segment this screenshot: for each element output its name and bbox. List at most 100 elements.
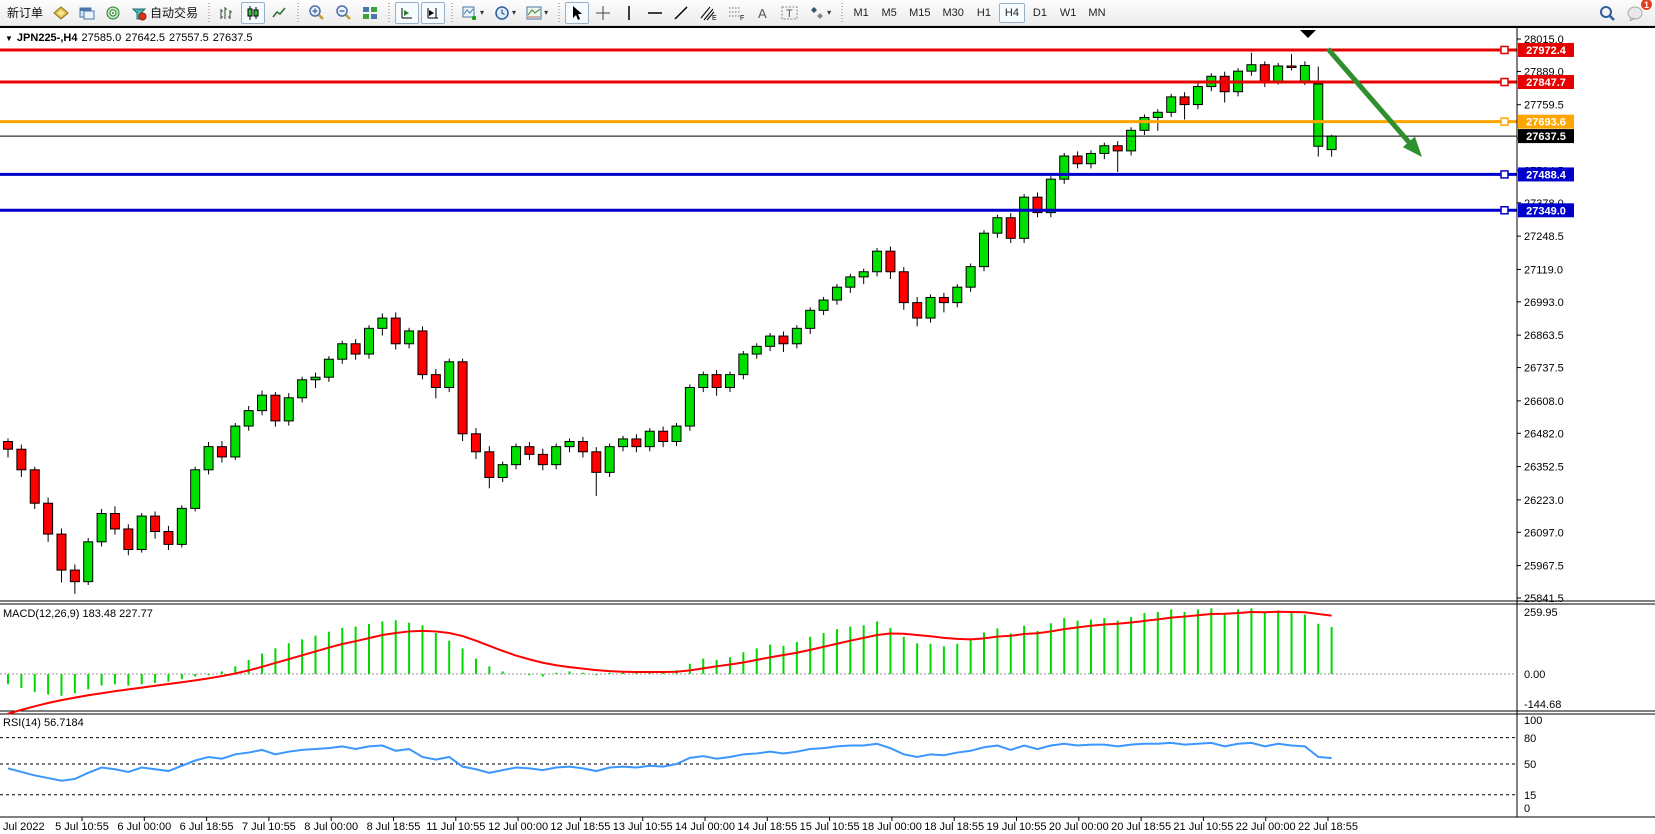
linechart-icon <box>272 7 286 17</box>
vline-icon <box>628 5 630 20</box>
candle <box>671 425 682 443</box>
macd-axis-label: -144.68 <box>1524 699 1561 711</box>
market-watch-button[interactable] <box>101 2 125 24</box>
chevron-down-icon: ▾ <box>512 8 517 17</box>
candle <box>1005 217 1016 239</box>
candle <box>136 515 147 551</box>
price-tick-label: 26482.0 <box>1524 428 1564 440</box>
price-tick-label: 26097.0 <box>1524 527 1564 539</box>
chat-button[interactable]: 1 <box>1622 0 1653 24</box>
rsi-indicator-label: RSI(14) 56.7184 <box>3 717 84 729</box>
toolbar-separator <box>839 2 845 23</box>
chevron-down-icon: ▾ <box>827 8 832 17</box>
line-handle[interactable] <box>1500 117 1509 126</box>
hline-button[interactable] <box>643 2 667 24</box>
line-handle[interactable] <box>1500 77 1509 87</box>
timeframe-group: M1 M5 M15 M30 H1 H4 D1 W1 MN <box>847 0 1111 26</box>
price-badge <box>1518 42 1574 57</box>
charts-window-button[interactable] <box>75 2 99 24</box>
fibonacci-button[interactable]: F <box>723 2 749 24</box>
chart-menu-arrow[interactable]: ▼ <box>5 33 13 43</box>
price-tick-label: 27248.5 <box>1524 231 1564 243</box>
timeframe-button-m15[interactable]: M15 <box>909 6 931 19</box>
tile-windows-button[interactable] <box>358 2 382 24</box>
timeframe-button-w1[interactable]: W1 <box>1059 6 1077 19</box>
trend-arrow-annotation[interactable] <box>1326 47 1416 150</box>
zoom-in-button[interactable] <box>304 2 329 24</box>
candle <box>898 271 909 304</box>
candle <box>203 446 214 471</box>
candle <box>658 430 669 443</box>
candle <box>631 438 642 448</box>
timeframe-button-h4[interactable]: H4 <box>998 2 1025 23</box>
search-button[interactable] <box>1594 2 1620 24</box>
candle <box>1152 111 1163 118</box>
linechart-button[interactable] <box>267 2 291 24</box>
profiles-icon[interactable] <box>49 2 73 24</box>
candle <box>56 533 67 571</box>
candle <box>551 446 562 466</box>
candle <box>363 327 374 355</box>
price-badge <box>1518 167 1574 182</box>
candle <box>831 286 842 301</box>
timeframe-button-m30[interactable]: M30 <box>942 6 964 19</box>
periods-button[interactable]: ▾ <box>490 2 520 24</box>
crosshair-icon <box>596 5 611 20</box>
candlestick-button[interactable] <box>241 1 266 24</box>
candle <box>992 217 1003 234</box>
candle <box>965 266 976 288</box>
candle <box>69 569 80 583</box>
time-axis-label: Jul 2022 <box>3 821 45 833</box>
crosshair-button[interactable] <box>591 2 615 24</box>
line-handle[interactable] <box>1500 170 1509 179</box>
trendline-button[interactable] <box>669 2 693 24</box>
text-button[interactable]: A <box>751 2 775 24</box>
time-axis-label: 13 Jul 10:55 <box>613 821 673 833</box>
chart-canvas[interactable]: 28015.027889.027759.527630.027504.527378… <box>0 28 1655 834</box>
candle <box>323 358 334 378</box>
channel-button[interactable]: E <box>695 2 721 24</box>
candle <box>430 374 441 388</box>
shapes-button[interactable]: ▾ <box>805 2 835 24</box>
auto-scroll-button[interactable] <box>421 1 446 24</box>
autotrading-button[interactable]: 自动交易 <box>127 2 202 24</box>
text-label-button[interactable]: T <box>777 2 803 24</box>
chart-window[interactable]: 28015.027889.027759.527630.027504.527378… <box>0 26 1655 834</box>
candle <box>1299 64 1310 84</box>
candle <box>1259 64 1270 84</box>
line-handle[interactable] <box>1500 45 1509 55</box>
chevron-down-icon: ▾ <box>544 8 549 17</box>
cursor-button[interactable] <box>565 1 590 24</box>
time-axis-label: 14 Jul 00:00 <box>675 821 735 833</box>
trendline-icon <box>674 5 688 20</box>
timeframe-button-mn[interactable]: MN <box>1088 6 1106 19</box>
candle <box>1072 155 1083 165</box>
timeframe-button-m5[interactable]: M5 <box>881 6 897 19</box>
candle <box>1326 135 1337 151</box>
candle <box>524 446 535 455</box>
zoom-in-icon <box>309 5 324 20</box>
new-order-button[interactable]: 新订单 <box>3 2 47 24</box>
scroll-end-marker[interactable] <box>1300 30 1316 38</box>
price-badge <box>1518 129 1574 144</box>
candle <box>577 441 588 453</box>
price-badge-label: 27488.4 <box>1526 169 1567 181</box>
candle <box>216 446 227 458</box>
line-handle[interactable] <box>1500 206 1509 215</box>
candle <box>938 296 949 304</box>
price-badge <box>1518 75 1574 90</box>
candle <box>1273 65 1284 84</box>
indicators-button[interactable]: ▾ <box>458 2 488 24</box>
timeframe-button-d1[interactable]: D1 <box>1032 6 1047 19</box>
fibonacci-icon: F <box>729 7 744 21</box>
candle <box>858 271 869 278</box>
barchart-button[interactable] <box>215 2 239 24</box>
timeframe-button-m1[interactable]: M1 <box>853 6 869 19</box>
text-icon: A <box>758 6 767 21</box>
timeframe-button-h1[interactable]: H1 <box>976 6 991 19</box>
chart-shift-button[interactable] <box>395 1 420 24</box>
svg-text:T: T <box>786 8 793 20</box>
templates-button[interactable]: ▾ <box>522 2 552 24</box>
vline-button[interactable] <box>617 2 641 24</box>
zoom-out-button[interactable] <box>331 2 356 24</box>
